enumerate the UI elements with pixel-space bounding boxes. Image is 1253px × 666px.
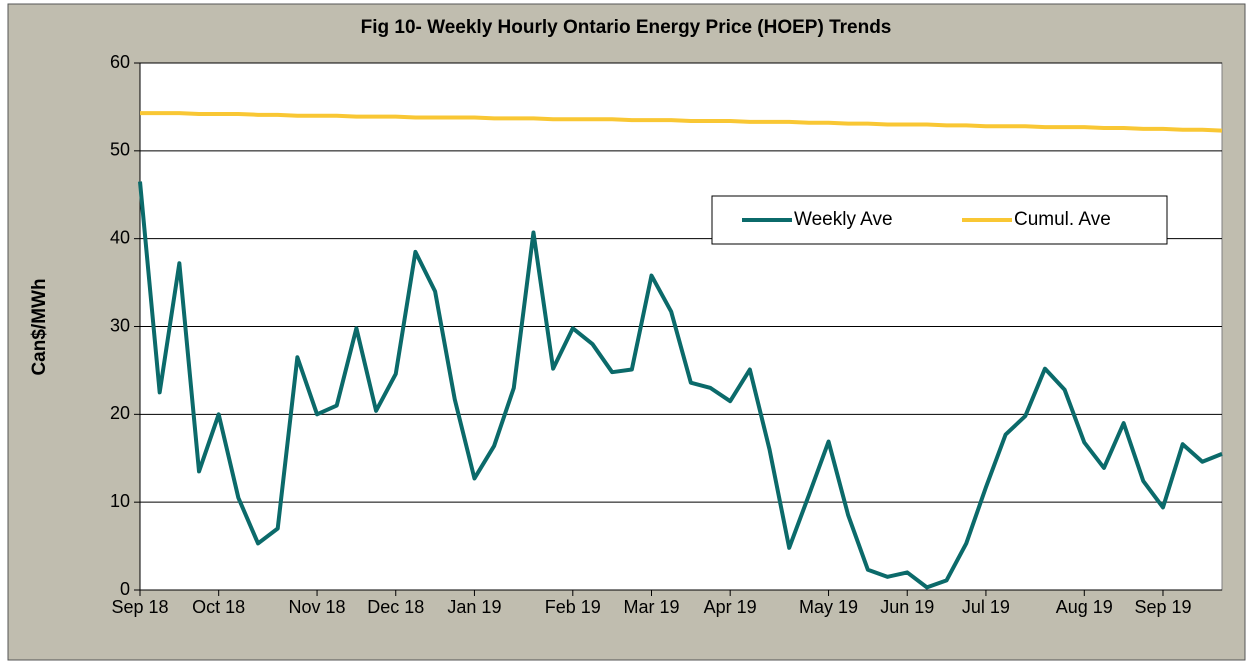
chart-title: Fig 10- Weekly Hourly Ontario Energy Pri… bbox=[361, 17, 892, 38]
x-tick-label: Dec 18 bbox=[367, 597, 424, 617]
x-tick-label: Sep 19 bbox=[1134, 597, 1191, 617]
x-tick-label: May 19 bbox=[799, 597, 858, 617]
y-tick-label: 30 bbox=[110, 315, 130, 335]
y-tick-label: 10 bbox=[110, 491, 130, 511]
y-tick-label: 20 bbox=[110, 403, 130, 423]
x-tick-label: Aug 19 bbox=[1056, 597, 1113, 617]
x-tick-label: Apr 19 bbox=[704, 597, 757, 617]
y-tick-label: 50 bbox=[110, 140, 130, 160]
x-tick-label: Mar 19 bbox=[623, 597, 679, 617]
legend-label: Cumul. Ave bbox=[1014, 209, 1111, 230]
y-tick-label: 40 bbox=[110, 227, 130, 247]
line-series bbox=[138, 181, 1223, 590]
line-series bbox=[140, 111, 1223, 133]
x-tick-label: Jun 19 bbox=[880, 597, 934, 617]
x-tick-label: Feb 19 bbox=[545, 597, 601, 617]
y-axis-label: Can$/MWh bbox=[29, 278, 50, 375]
x-tick-label: Nov 18 bbox=[289, 597, 346, 617]
x-tick-label: Oct 18 bbox=[192, 597, 245, 617]
legend-label: Weekly Ave bbox=[794, 209, 893, 230]
y-tick-label: 60 bbox=[110, 52, 130, 72]
y-tick-label: 0 bbox=[120, 579, 130, 599]
x-tick-label: Sep 18 bbox=[111, 597, 168, 617]
x-tick-label: Jul 19 bbox=[962, 597, 1010, 617]
x-tick-label: Jan 19 bbox=[447, 597, 501, 617]
